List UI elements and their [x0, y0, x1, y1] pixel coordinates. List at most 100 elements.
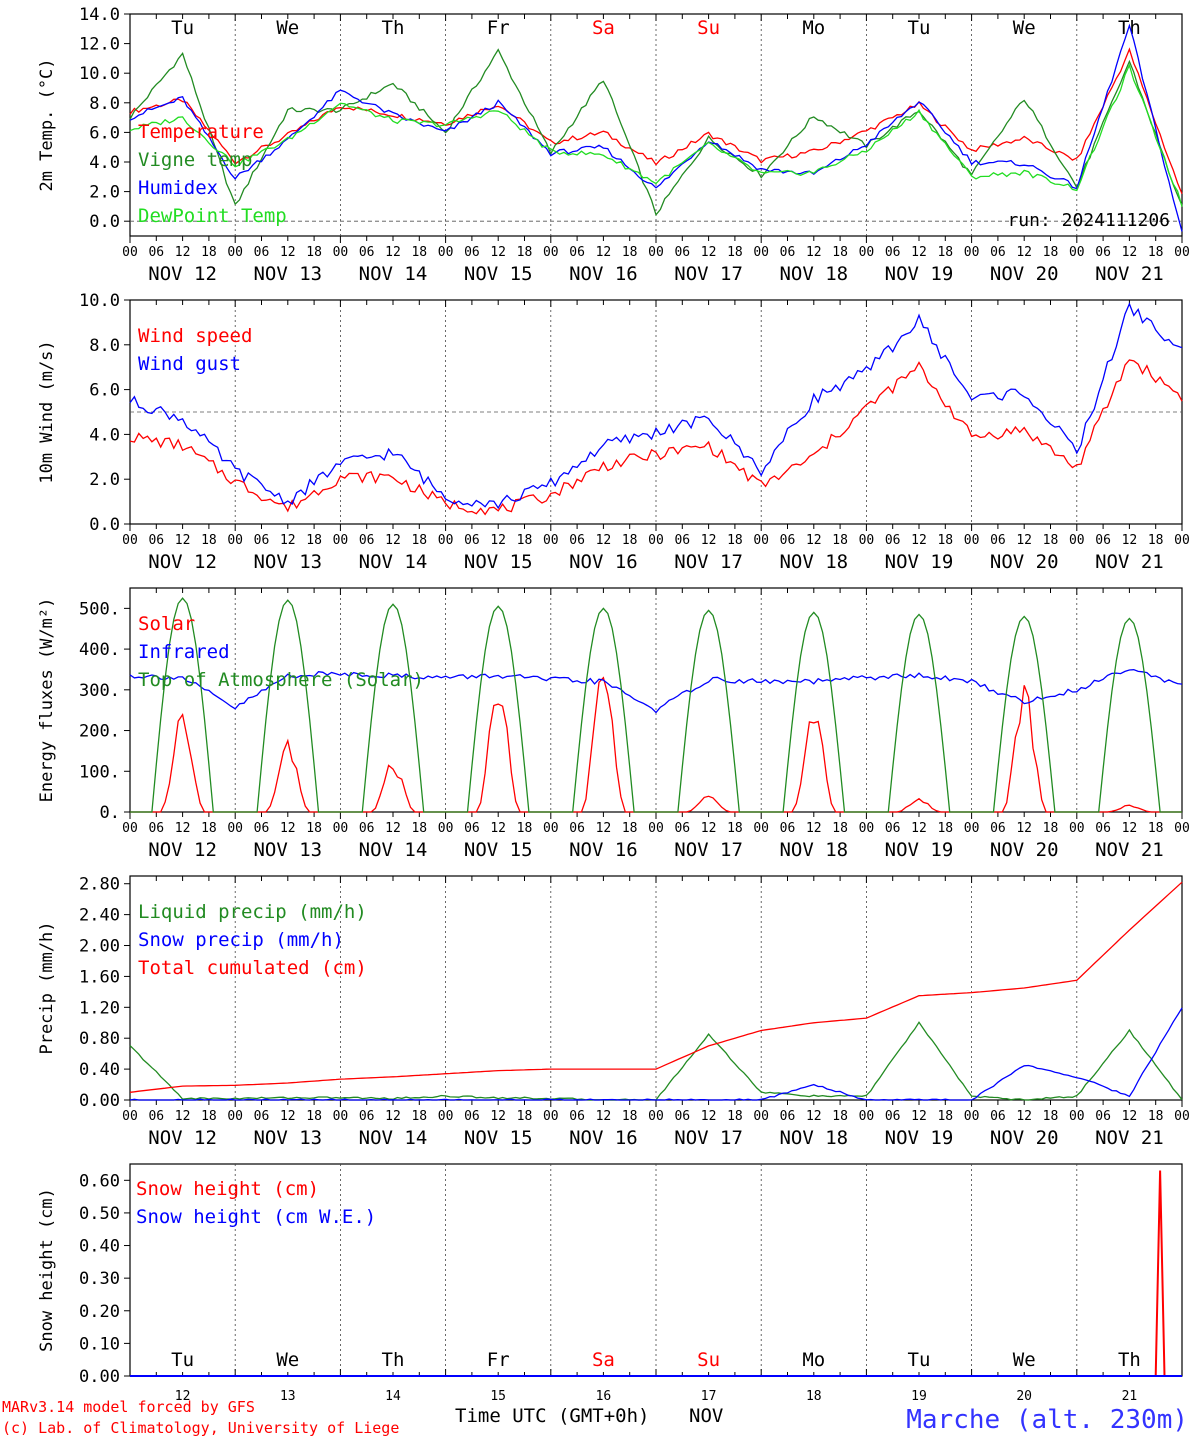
- x-tick-label: 18: [1043, 821, 1059, 836]
- x-day-number: 20: [1016, 1389, 1032, 1404]
- x-tick-label: 00: [964, 821, 980, 836]
- x-tick-label: 06: [148, 245, 164, 260]
- x-date-label: NOV 16: [569, 263, 638, 285]
- legend-entry: Snow precip (mm/h): [138, 929, 344, 951]
- x-tick-label: 06: [359, 821, 375, 836]
- x-tick-label: 06: [990, 1109, 1006, 1124]
- x-tick-label: 00: [227, 1109, 243, 1124]
- x-date-label: NOV 12: [148, 839, 217, 861]
- x-tick-label: 18: [517, 1109, 533, 1124]
- x-tick-label: 18: [1043, 1109, 1059, 1124]
- x-tick-label: 18: [832, 533, 848, 548]
- footer-model: MARv3.14 model forced by GFS: [2, 1398, 255, 1416]
- x-tick-label: 00: [964, 1109, 980, 1124]
- x-tick-label: 06: [674, 821, 690, 836]
- x-tick-label: 06: [1095, 533, 1111, 548]
- x-date-label: NOV 15: [464, 1127, 533, 1149]
- x-tick-label: 12: [280, 821, 296, 836]
- y-tick-label: 2.0: [89, 183, 120, 203]
- x-date-label: NOV 17: [674, 839, 743, 861]
- y-tick-label: 200.: [79, 722, 120, 742]
- y-tick-label: 6.0: [89, 123, 120, 143]
- y-tick-label: 0.80: [79, 1029, 120, 1049]
- y-tick-label: 2.80: [79, 875, 120, 895]
- x-date-label: NOV 12: [148, 551, 217, 573]
- x-tick-label: 18: [1148, 1109, 1164, 1124]
- x-tick-label: 00: [438, 821, 454, 836]
- legend-entry: Snow height (cm): [136, 1178, 319, 1200]
- x-tick-label: 00: [648, 1109, 664, 1124]
- y-tick-label: 10.0: [79, 64, 120, 84]
- x-tick-label: 18: [306, 1109, 322, 1124]
- x-tick-label: 06: [254, 533, 270, 548]
- day-of-week-label: Tu: [908, 1349, 931, 1371]
- x-tick-label: 18: [411, 1109, 427, 1124]
- x-date-label: NOV 17: [674, 263, 743, 285]
- x-tick-label: 00: [122, 821, 138, 836]
- x-tick-label: 00: [333, 821, 349, 836]
- x-tick-label: 00: [859, 533, 875, 548]
- x-tick-label: 00: [859, 245, 875, 260]
- series-wind-speed: [129, 359, 1183, 516]
- day-of-week-label: Th: [382, 1349, 405, 1371]
- x-tick-label: 06: [885, 821, 901, 836]
- x-tick-label: 00: [227, 245, 243, 260]
- panel-5: 0.00 0.10 0.20 0.30 0.40 0.50 0.60 Snow height …: [37, 1163, 1183, 1404]
- x-tick-label: 12: [175, 1109, 191, 1124]
- x-tick-label: 12: [1122, 821, 1138, 836]
- y-tick-label: 0.00: [79, 1367, 120, 1387]
- y-axis-title: Precip (mm/h): [37, 921, 57, 1054]
- x-tick-label: 06: [780, 821, 796, 836]
- station-label: Marche (alt. 230m): [906, 1405, 1188, 1435]
- x-tick-label: 00: [122, 1109, 138, 1124]
- legend-entry: Temperature: [138, 121, 264, 143]
- x-date-label: NOV 13: [253, 839, 322, 861]
- x-tick-label: 00: [753, 821, 769, 836]
- x-tick-label: 12: [175, 245, 191, 260]
- x-tick-label: 06: [674, 1109, 690, 1124]
- y-tick-label: 0.0: [89, 515, 120, 535]
- panel-4: 0.00 0.40 0.80 1.20 1.60 2.00 2.40 2.80 Precip (…: [37, 875, 1190, 1149]
- x-tick-label: 00: [122, 533, 138, 548]
- x-tick-label: 06: [254, 1109, 270, 1124]
- x-tick-label: 18: [622, 245, 638, 260]
- x-tick-label: 00: [648, 245, 664, 260]
- x-date-label: NOV 12: [148, 1127, 217, 1149]
- day-of-week-label: Su: [697, 1349, 720, 1371]
- x-tick-label: 12: [1016, 1109, 1032, 1124]
- day-of-week-label: Sa: [592, 17, 615, 39]
- x-tick-label: 12: [596, 245, 612, 260]
- x-tick-label: 06: [569, 821, 585, 836]
- series-dewpoint-temp: [129, 63, 1183, 207]
- x-date-label: NOV 19: [885, 839, 954, 861]
- x-date-label: NOV 18: [779, 263, 848, 285]
- month-label: NOV: [689, 1405, 723, 1427]
- x-tick-label: 06: [885, 1109, 901, 1124]
- x-tick-label: 12: [490, 533, 506, 548]
- x-tick-label: 12: [701, 1109, 717, 1124]
- x-tick-label: 12: [911, 821, 927, 836]
- x-tick-label: 12: [490, 1109, 506, 1124]
- x-tick-label: 12: [1016, 245, 1032, 260]
- y-tick-label: 0.50: [79, 1204, 120, 1224]
- x-tick-label: 12: [701, 821, 717, 836]
- x-tick-label: 06: [464, 245, 480, 260]
- x-date-label: NOV 21: [1095, 839, 1164, 861]
- x-tick-label: 00: [543, 821, 559, 836]
- legend-entry: Solar: [138, 613, 195, 635]
- x-date-label: NOV 17: [674, 1127, 743, 1149]
- x-tick-label: 06: [464, 821, 480, 836]
- x-tick-label: 12: [280, 1109, 296, 1124]
- x-tick-label: 18: [622, 1109, 638, 1124]
- x-date-label: NOV 18: [779, 839, 848, 861]
- x-tick-label: 12: [490, 245, 506, 260]
- day-of-week-label: Tu: [171, 17, 194, 39]
- x-tick-label: 12: [175, 533, 191, 548]
- y-tick-label: 0.00: [79, 1091, 120, 1111]
- x-tick-label: 12: [806, 1109, 822, 1124]
- legend-entry: Snow height (cm W.E.): [136, 1206, 376, 1228]
- panel-3: 0. 100. 200. 300. 400. 500. Energy fluxes (W/m…: [37, 587, 1190, 861]
- x-tick-label: 18: [622, 821, 638, 836]
- x-tick-label: 00: [964, 245, 980, 260]
- x-date-label: NOV 13: [253, 263, 322, 285]
